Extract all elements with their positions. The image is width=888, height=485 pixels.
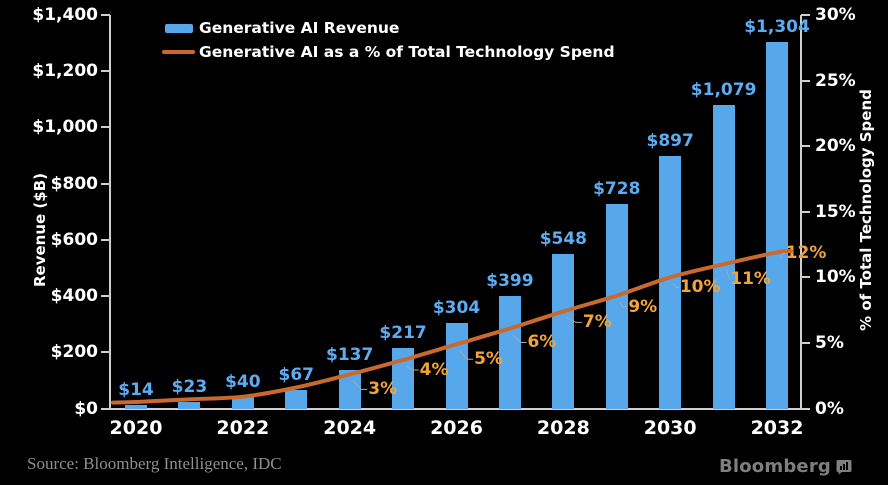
- percent-value-label: 10%: [679, 277, 721, 298]
- left-axis-tick-label: $800: [50, 173, 98, 194]
- percent-value-label: 6%: [527, 332, 557, 353]
- bar-value-label: $67: [278, 364, 315, 385]
- percent-value-label: 9%: [628, 296, 658, 317]
- percent-value-label: 5%: [474, 349, 503, 370]
- bar-2032: [766, 41, 789, 409]
- x-axis-tick-label: 2028: [536, 417, 590, 439]
- chart-legend: Generative AI Revenue Generative AI as a…: [162, 16, 615, 64]
- left-axis-tick: [101, 182, 110, 185]
- right-axis-title: % of Total Technology Spend: [857, 89, 875, 331]
- left-axis-tick-label: $400: [50, 286, 98, 307]
- bar-value-label: $40: [225, 372, 261, 393]
- right-axis-tick-label: 0%: [815, 398, 844, 419]
- bar-2028: [552, 254, 575, 409]
- bar-2020: [125, 404, 147, 409]
- bar-value-label: $1,079: [690, 80, 757, 101]
- left-axis-tick: [101, 14, 110, 16]
- percent-value-label: 12%: [785, 243, 827, 264]
- legend-label-percent: Generative AI as a % of Total Technology…: [199, 43, 615, 61]
- bar-2031: [712, 105, 735, 409]
- right-axis-tick: [801, 407, 810, 410]
- x-axis-tick-label: 2026: [430, 417, 483, 439]
- percent-value-label: 4%: [419, 359, 449, 380]
- x-axis-tick-label: 2032: [750, 417, 804, 439]
- bar-value-label: $548: [539, 229, 588, 250]
- left-axis-tick-label: $1,000: [32, 117, 98, 138]
- legend-item-percent: Generative AI as a % of Total Technology…: [162, 40, 615, 64]
- source-note: Source: Bloomberg Intelligence, IDC: [27, 454, 282, 473]
- left-axis-tick-label: $1,400: [32, 5, 98, 25]
- bar-value-label: $399: [486, 271, 534, 292]
- bloomberg-wordmark: Bloomberg: [718, 456, 831, 477]
- left-axis-line: [109, 15, 111, 409]
- bloomberg-logo: Bloomberg: [719, 456, 852, 477]
- x-axis-tick-label: 2020: [109, 417, 163, 439]
- legend-bar-swatch: [165, 23, 193, 33]
- right-axis-tick-label: 30%: [815, 5, 856, 25]
- left-axis-tick: [101, 238, 110, 241]
- legend-label-revenue: Generative AI Revenue: [199, 19, 400, 37]
- bar-value-label: $23: [171, 377, 208, 398]
- left-axis-tick: [101, 351, 110, 354]
- bar-2024: [338, 370, 361, 409]
- left-axis-tick-label: $200: [50, 342, 98, 363]
- bar-value-label: $14: [118, 379, 154, 400]
- left-axis-tick-label: $1,200: [32, 61, 98, 82]
- bar-2022: [231, 397, 254, 409]
- left-axis-tick: [101, 407, 110, 410]
- bar-value-label: $1,304: [744, 16, 810, 37]
- right-axis-tick: [801, 14, 810, 16]
- x-axis-tick-label: 2030: [643, 417, 697, 439]
- bar-2029: [605, 203, 628, 409]
- percent-value-label: 11%: [730, 269, 771, 290]
- right-axis-tick: [801, 210, 810, 213]
- left-axis-tick: [101, 126, 110, 129]
- legend-line-swatch: [162, 50, 195, 54]
- right-axis-tick: [801, 145, 810, 148]
- right-axis-tick: [801, 79, 810, 82]
- bar-value-label: $897: [646, 131, 694, 152]
- x-axis-tick-label: 2022: [216, 417, 270, 439]
- right-axis-tick-label: 10%: [815, 267, 856, 288]
- bar-value-label: $728: [593, 178, 641, 199]
- left-axis-tick-label: $600: [50, 229, 98, 250]
- terminal-chart-icon: [836, 459, 852, 474]
- left-axis-tick: [101, 70, 110, 73]
- bar-value-label: $137: [326, 345, 374, 365]
- bar-2026: [445, 323, 468, 409]
- right-axis-tick: [801, 276, 810, 279]
- legend-item-revenue: Generative AI Revenue: [162, 16, 615, 40]
- x-axis-baseline: [109, 407, 802, 410]
- right-axis-tick: [801, 341, 810, 344]
- percent-value-label: 7%: [582, 312, 612, 333]
- percent-value-label: 3%: [368, 379, 398, 400]
- x-axis-tick-label: 2024: [323, 417, 377, 439]
- right-axis-tick-label: 15%: [815, 201, 856, 222]
- bar-2030: [659, 156, 682, 409]
- right-axis-tick-label: 25%: [815, 70, 856, 91]
- left-axis-tick: [101, 295, 110, 298]
- left-axis-tick-label: $0: [74, 398, 98, 419]
- right-axis-tick-label: 5%: [815, 332, 844, 353]
- right-axis-tick-label: 20%: [815, 136, 856, 157]
- bar-value-label: $304: [432, 298, 481, 319]
- bar-value-label: $217: [379, 322, 427, 343]
- bar-2021: [178, 402, 201, 409]
- bar-2023: [285, 389, 308, 409]
